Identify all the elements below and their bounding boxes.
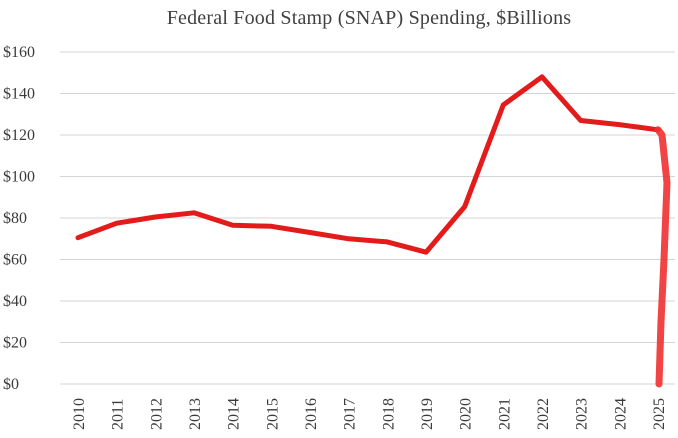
x-tick-label: 2023 <box>574 398 591 430</box>
y-tick-label: $80 <box>3 210 27 227</box>
x-tick-label: 2015 <box>264 398 281 430</box>
x-tick-label: 2013 <box>187 398 204 430</box>
x-tick-label: 2012 <box>148 398 165 430</box>
x-tick-label: 2024 <box>612 398 629 430</box>
x-tick-label: 2016 <box>303 398 320 430</box>
series-line-0 <box>75 74 661 255</box>
x-tick-label: 2022 <box>535 398 552 430</box>
x-tick-label: 2011 <box>110 399 127 430</box>
y-tick-label: $20 <box>3 335 27 352</box>
x-tick-label: 2017 <box>342 398 359 430</box>
y-tick-label: $140 <box>3 86 35 103</box>
y-tick-label: $160 <box>3 44 35 61</box>
y-tick-label: $120 <box>3 127 35 144</box>
x-tick-label: 2020 <box>458 398 475 430</box>
x-tick-label: 2025 <box>651 398 668 430</box>
x-tick-label: 2014 <box>226 398 243 430</box>
annotation-drop-line <box>654 126 671 388</box>
x-tick-label: 2010 <box>71 398 88 430</box>
y-tick-label: $40 <box>3 293 27 310</box>
chart-title: Federal Food Stamp (SNAP) Spending, $Bil… <box>166 7 572 29</box>
x-tick-label: 2019 <box>419 398 436 430</box>
x-tick-label: 2021 <box>496 398 513 430</box>
y-tick-label: $60 <box>3 252 27 269</box>
x-tick-label: 2018 <box>380 398 397 430</box>
y-tick-label: $100 <box>3 169 35 186</box>
y-tick-label: $0 <box>3 376 19 393</box>
